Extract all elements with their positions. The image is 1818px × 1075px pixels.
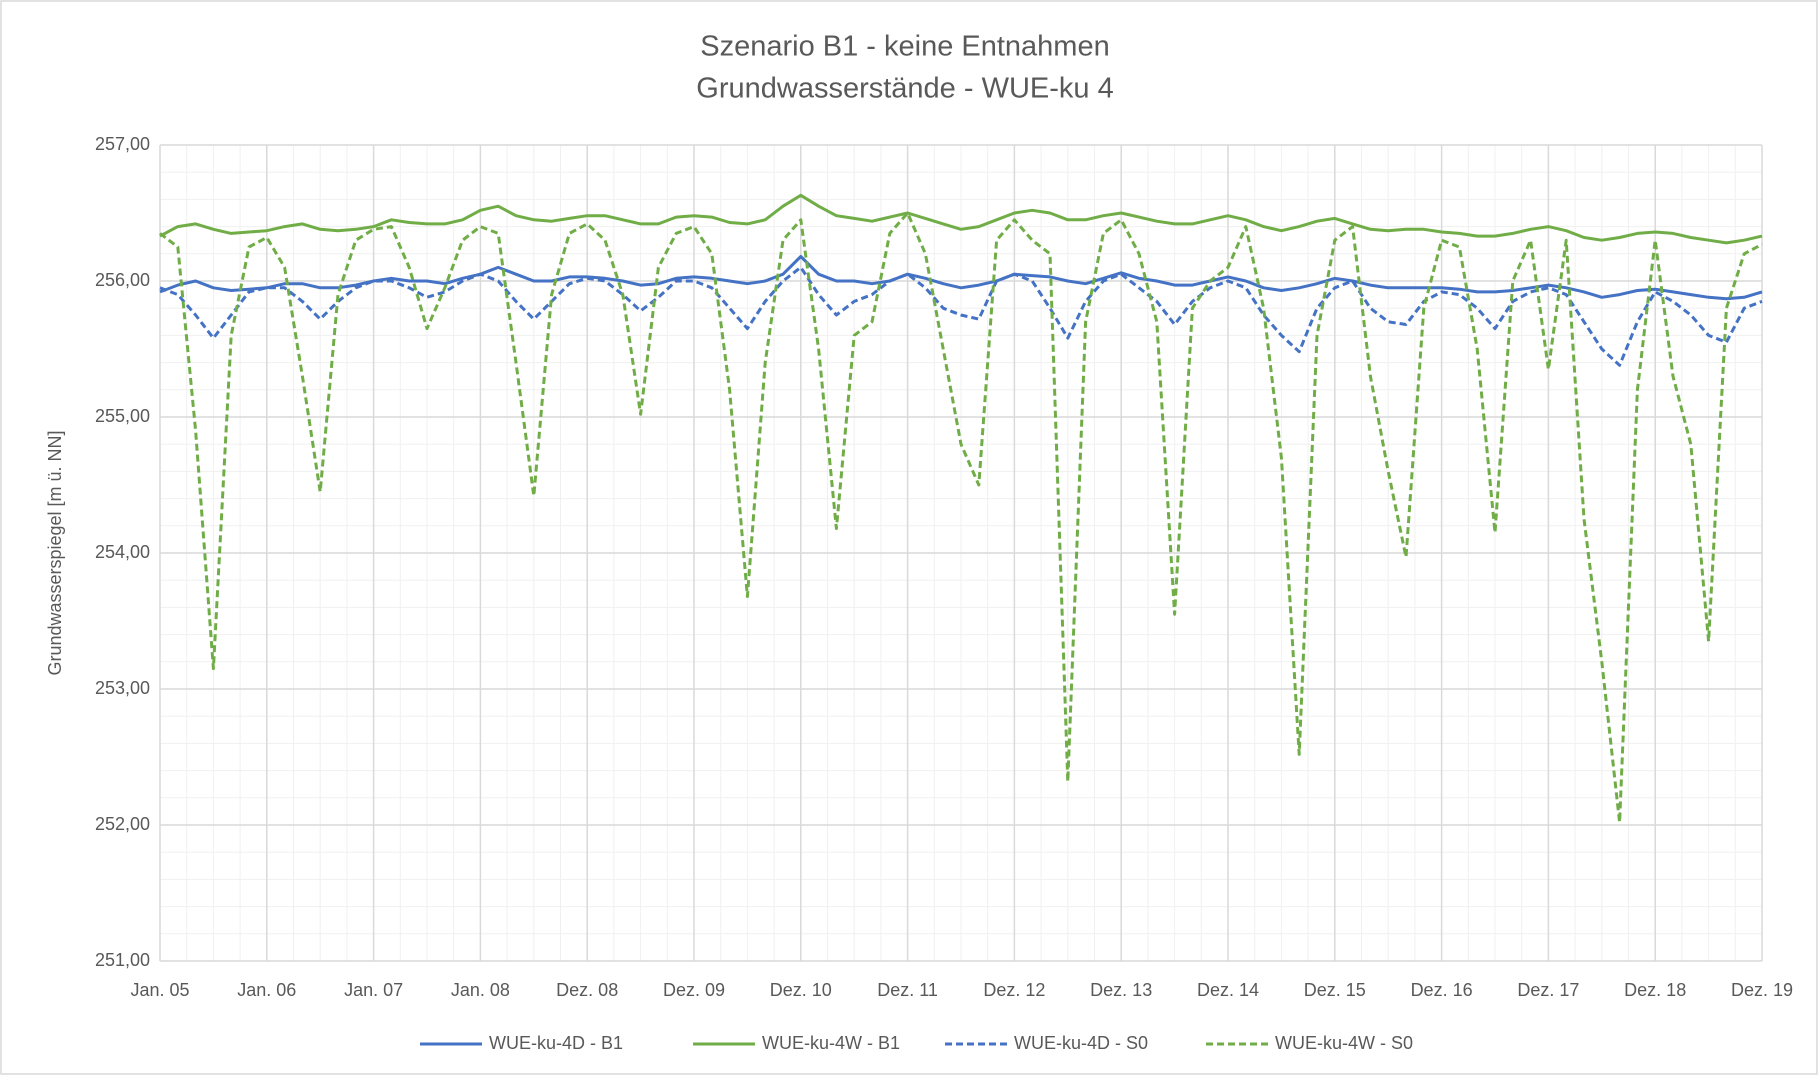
x-tick-label: Dez. 10: [770, 980, 832, 1000]
x-tick-label: Jan. 08: [451, 980, 510, 1000]
x-tick-label: Dez. 16: [1411, 980, 1473, 1000]
legend-label: WUE-ku-4D - B1: [489, 1033, 623, 1053]
x-tick-label: Dez. 19: [1731, 980, 1793, 1000]
x-tick-label: Dez. 14: [1197, 980, 1259, 1000]
x-tick-label: Dez. 13: [1090, 980, 1152, 1000]
x-tick-label: Jan. 06: [237, 980, 296, 1000]
x-tick-label: Jan. 05: [130, 980, 189, 1000]
y-tick-label: 257,00: [95, 134, 150, 154]
series-line: [159, 255, 1763, 301]
series-line: [159, 193, 1763, 245]
x-tick-label: Dez. 18: [1624, 980, 1686, 1000]
chart-subtitle: Grundwasserstände - WUE-ku 4: [696, 73, 1113, 105]
y-tick-label: 256,00: [95, 270, 150, 290]
y-axis-label: Grundwasserspiegel [m ü. NN]: [45, 430, 65, 675]
legend-label: WUE-ku-4D - S0: [1014, 1033, 1148, 1053]
y-tick-label: 251,00: [95, 950, 150, 970]
x-tick-label: Dez. 17: [1517, 980, 1579, 1000]
x-tick-label: Dez. 15: [1304, 980, 1366, 1000]
series-line: [159, 211, 1763, 824]
chart-title: Szenario B1 - keine Entnahmen: [700, 31, 1109, 63]
legend-label: WUE-ku-4W - S0: [1275, 1033, 1413, 1053]
legend-label: WUE-ku-4W - B1: [762, 1033, 900, 1053]
y-tick-label: 253,00: [95, 678, 150, 698]
series-line: [159, 265, 1763, 367]
x-tick-label: Jan. 07: [344, 980, 403, 1000]
y-tick-label: 254,00: [95, 542, 150, 562]
y-tick-label: 252,00: [95, 814, 150, 834]
y-tick-label: 255,00: [95, 406, 150, 426]
x-tick-label: Dez. 09: [663, 980, 725, 1000]
x-tick-label: Dez. 11: [877, 980, 938, 1000]
x-tick-label: Dez. 12: [983, 980, 1045, 1000]
x-tick-label: Dez. 08: [556, 980, 618, 1000]
